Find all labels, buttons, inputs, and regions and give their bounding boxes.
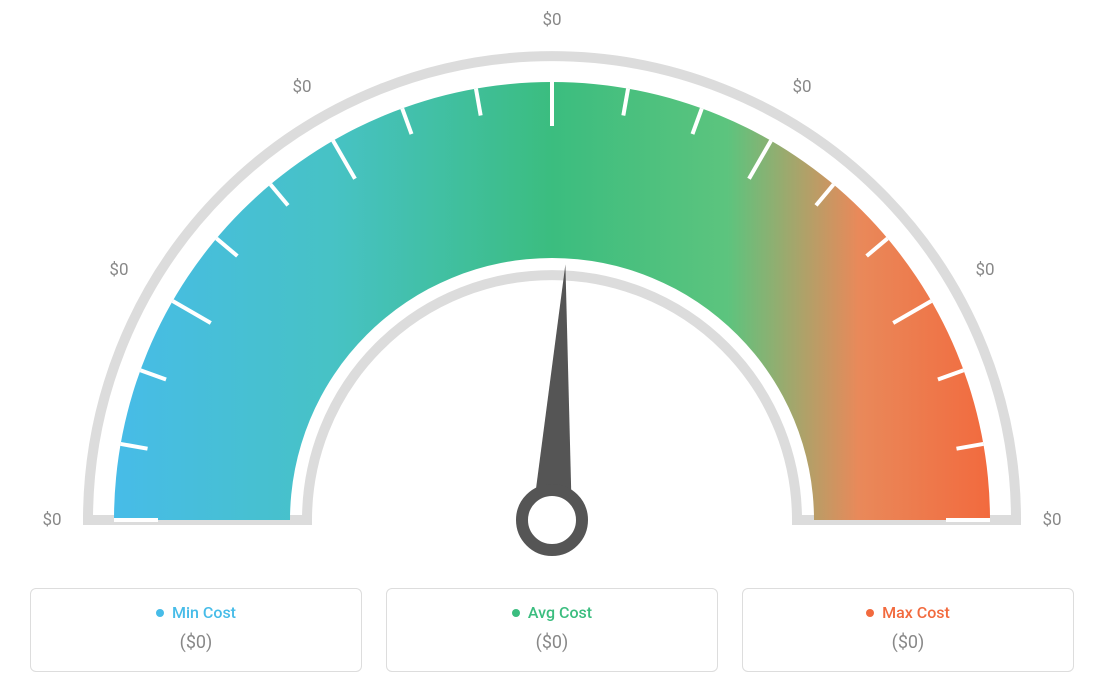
gauge-scale-label: $0 — [792, 77, 811, 97]
gauge-scale-label: $0 — [109, 260, 128, 280]
gauge-svg — [0, 0, 1104, 580]
legend-title-avg: Avg Cost — [528, 603, 592, 622]
legend-title-row: Min Cost — [41, 603, 351, 622]
gauge-scale-label: $0 — [975, 260, 994, 280]
gauge-scale-label: $0 — [542, 10, 561, 30]
legend-value-min: ($0) — [41, 632, 351, 653]
legend-row: Min Cost ($0) Avg Cost ($0) Max Cost ($0… — [30, 588, 1074, 672]
gauge-chart: $0 $0 $0 $0 $0 $0 $0 — [0, 0, 1104, 560]
legend-title-min: Min Cost — [172, 603, 236, 622]
legend-dot-min — [156, 609, 164, 617]
legend-card-max: Max Cost ($0) — [742, 588, 1074, 672]
legend-dot-max — [866, 609, 874, 617]
legend-card-min: Min Cost ($0) — [30, 588, 362, 672]
legend-dot-avg — [512, 609, 520, 617]
gauge-scale-label: $0 — [1042, 510, 1061, 530]
legend-value-avg: ($0) — [397, 632, 707, 653]
legend-card-avg: Avg Cost ($0) — [386, 588, 718, 672]
legend-title-max: Max Cost — [882, 603, 950, 622]
gauge-scale-label: $0 — [42, 510, 61, 530]
gauge-scale-label: $0 — [292, 77, 311, 97]
legend-value-max: ($0) — [753, 632, 1063, 653]
legend-title-row: Avg Cost — [397, 603, 707, 622]
legend-title-row: Max Cost — [753, 603, 1063, 622]
